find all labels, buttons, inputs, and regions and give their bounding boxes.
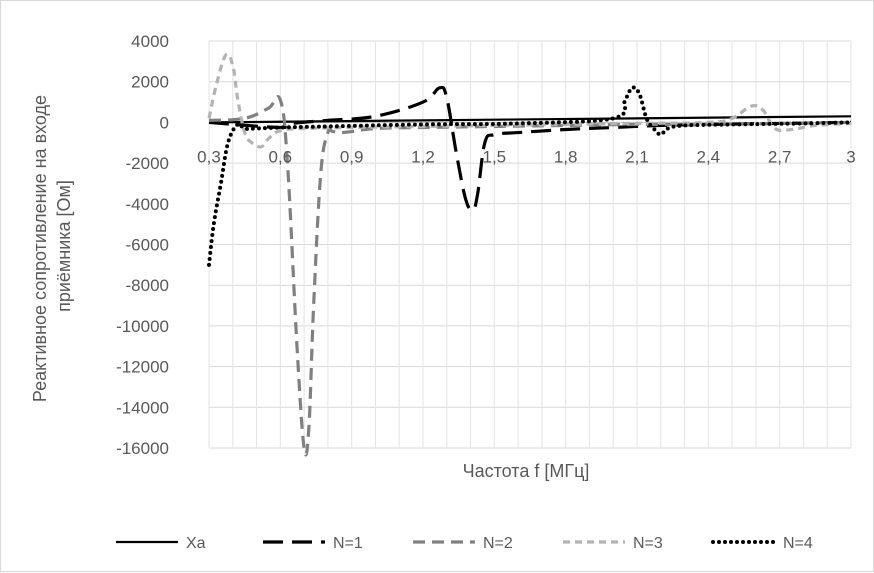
y-tick-label: -6000 bbox=[126, 236, 169, 255]
gridlines bbox=[208, 40, 852, 449]
x-tick-label: 1,2 bbox=[411, 147, 435, 166]
y-tick-label: -4000 bbox=[126, 195, 169, 214]
series-lines bbox=[207, 52, 853, 457]
series-line-xa bbox=[208, 115, 852, 124]
y-axis-title-line-1: Реактивное сопротивление на входе bbox=[30, 95, 50, 402]
series-line-n4 bbox=[207, 85, 853, 267]
y-tick-label: -14000 bbox=[116, 398, 169, 417]
legend-label: N=1 bbox=[333, 535, 363, 552]
x-tick-label: 1,8 bbox=[554, 147, 578, 166]
legend-label: Xa bbox=[186, 535, 206, 552]
legend-label: N=2 bbox=[483, 535, 513, 552]
x-tick-label: 2,1 bbox=[625, 147, 649, 166]
x-tick-label: 0,3 bbox=[197, 147, 221, 166]
x-tick-label: 2,7 bbox=[768, 147, 792, 166]
y-tick-label: 2000 bbox=[131, 73, 169, 92]
y-tick-label: -12000 bbox=[116, 358, 169, 377]
series-line-n2 bbox=[208, 95, 852, 457]
series-line-n3 bbox=[207, 52, 852, 149]
y-tick-label: 4000 bbox=[131, 32, 169, 51]
x-axis-title: Частота f [МГц] bbox=[463, 461, 590, 481]
y-axis-title-line-2: приёмника [Ом] bbox=[54, 180, 74, 312]
y-tick-label: -16000 bbox=[116, 439, 169, 458]
y-axis-title: Реактивное сопротивление на входе приёмн… bbox=[30, 90, 74, 402]
x-tick-label: 1,5 bbox=[483, 147, 507, 166]
x-tick-label: 0,6 bbox=[269, 147, 293, 166]
y-tick-label: -10000 bbox=[116, 317, 169, 336]
x-tick-label: 0,9 bbox=[340, 147, 364, 166]
y-tick-labels: 4000 2000 0 -2000 -4000 -6000 -8000 -10000 -1200… bbox=[116, 32, 169, 458]
y-tick-label: -2000 bbox=[126, 154, 169, 173]
x-tick-label: 2,4 bbox=[697, 147, 721, 166]
x-tick-label: 3 bbox=[846, 147, 855, 166]
y-tick-label: -8000 bbox=[126, 276, 169, 295]
x-tick-labels: 0,3 0,6 0,9 1,2 1,5 1,8 2,1 2,4 2,7 3 bbox=[197, 147, 856, 166]
legend-label: N=4 bbox=[783, 535, 813, 552]
legend: Xa N=1 N=2 N=3 N=4 bbox=[116, 535, 813, 552]
legend-label: N=3 bbox=[633, 535, 663, 552]
y-tick-label: 0 bbox=[160, 113, 169, 132]
